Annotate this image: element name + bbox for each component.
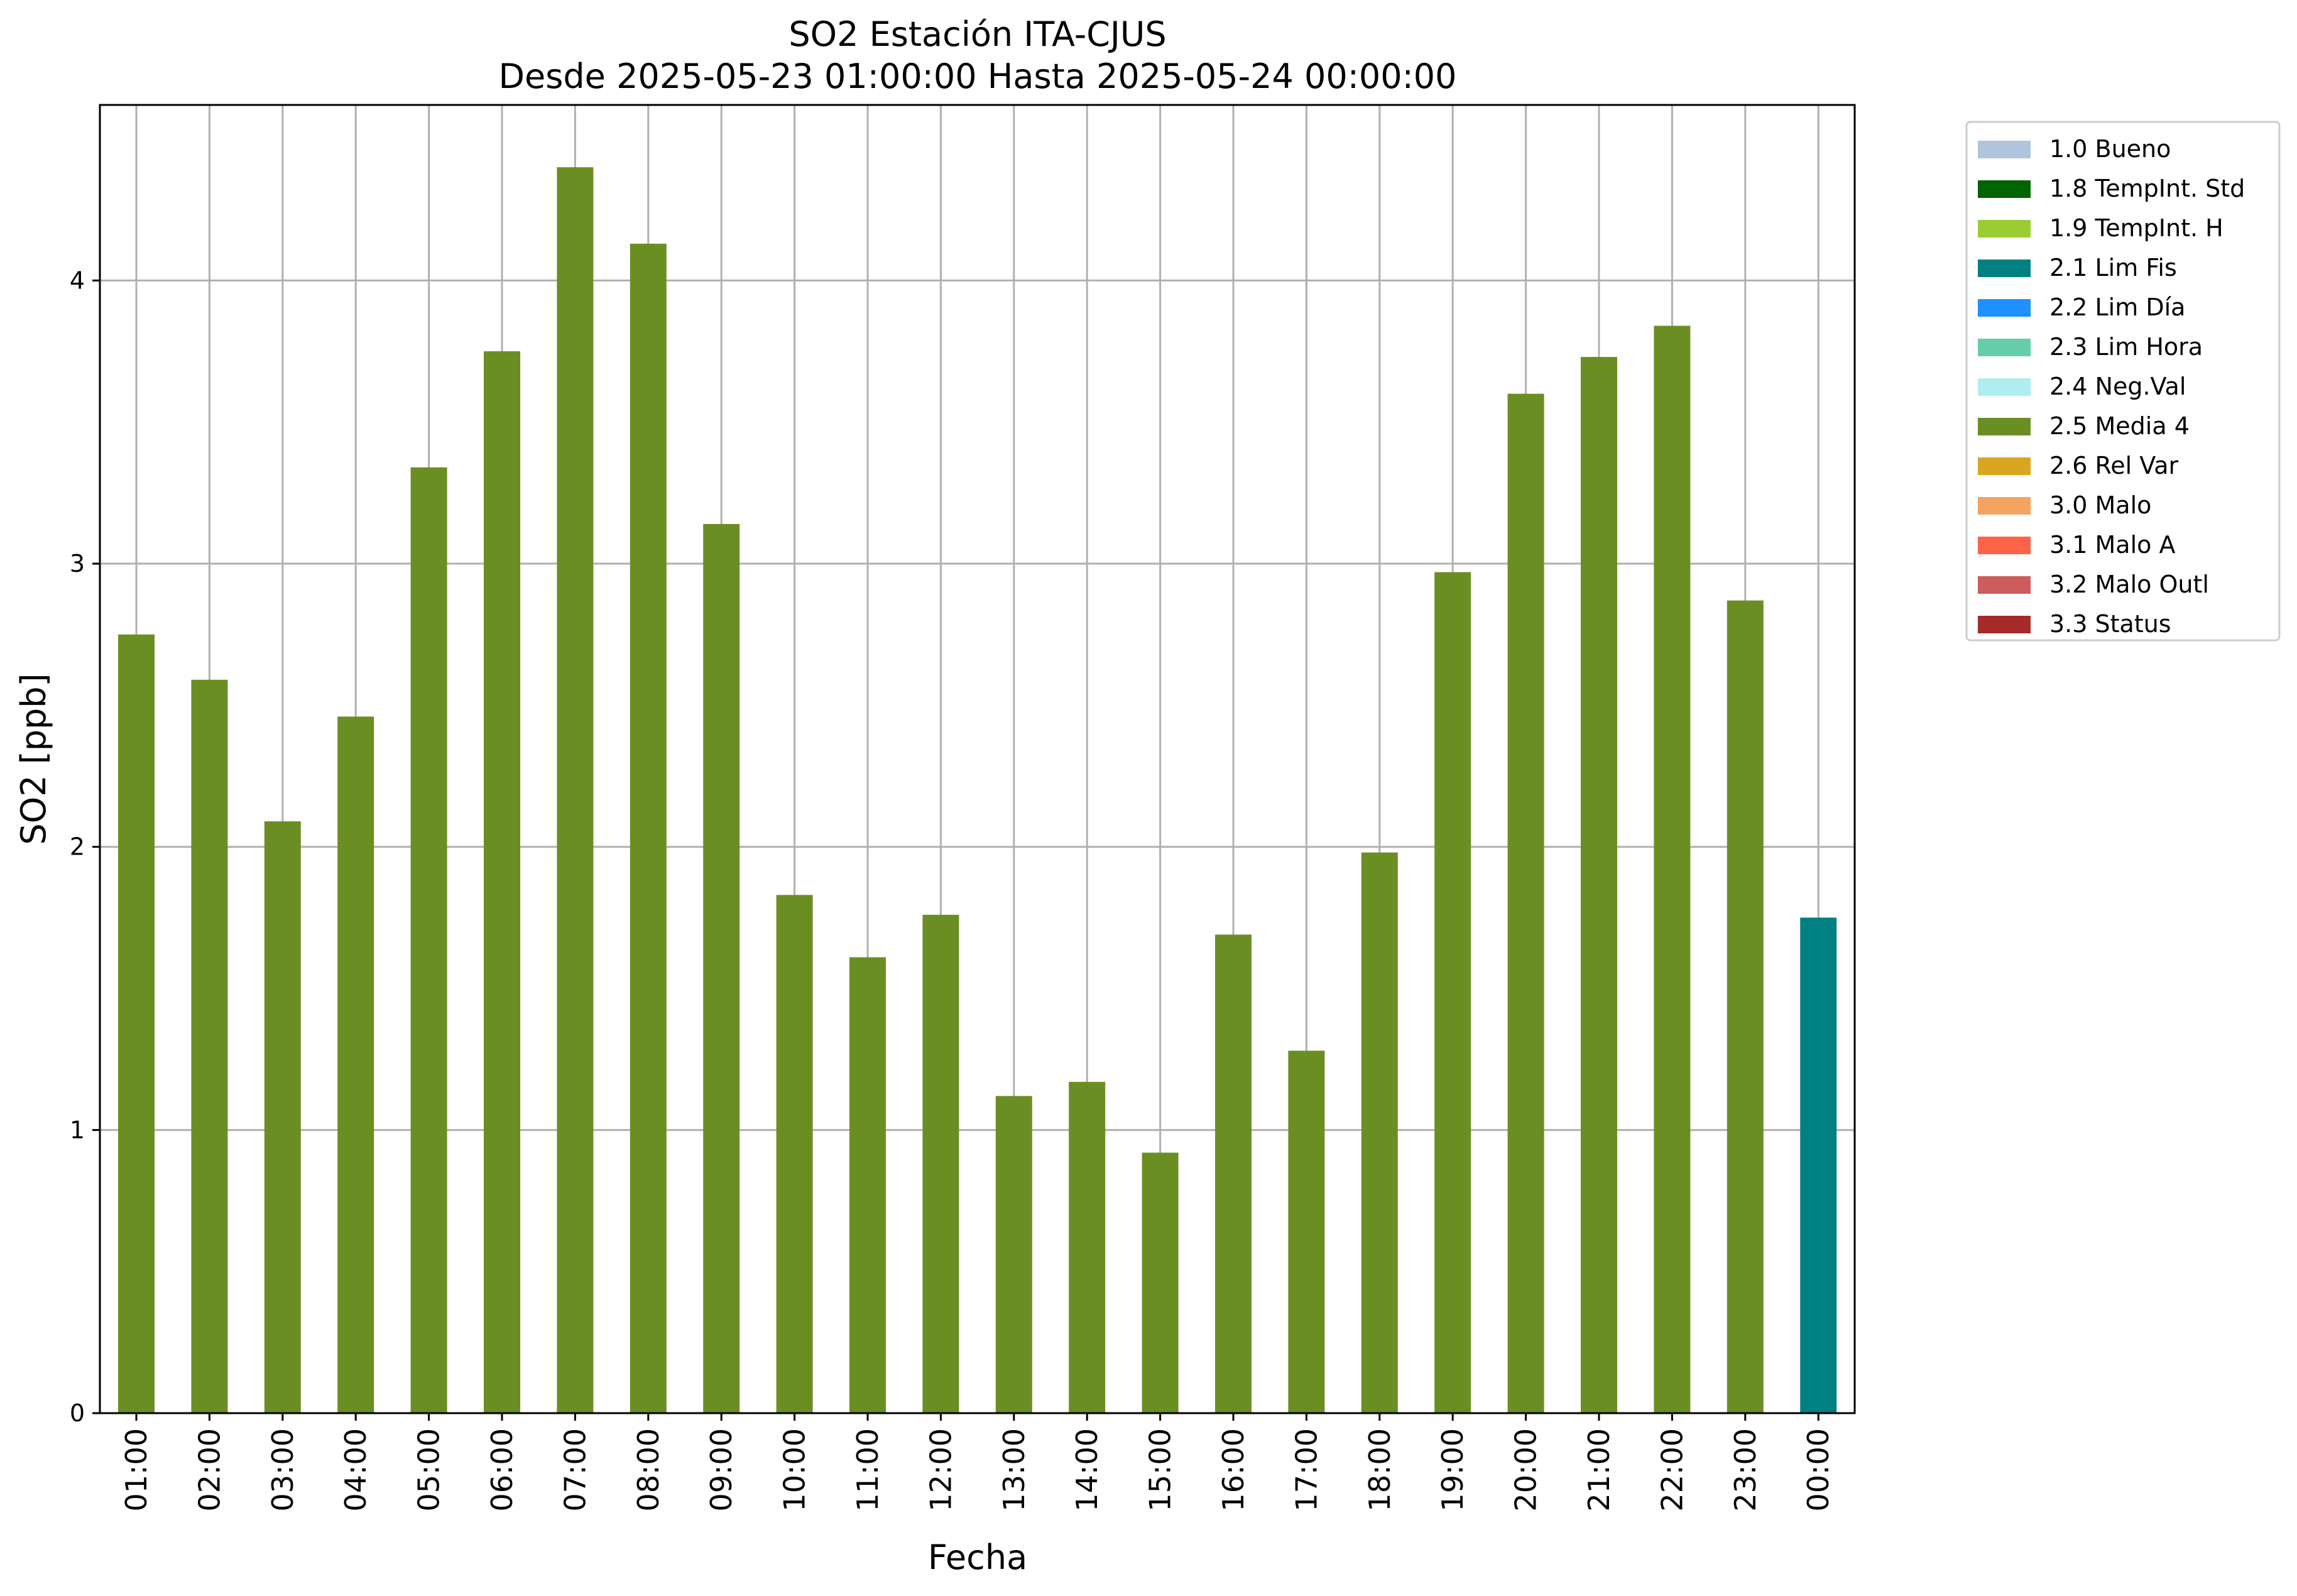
legend-swatch bbox=[1978, 576, 2031, 594]
x-tick-label: 06:00 bbox=[485, 1428, 519, 1512]
bar bbox=[1800, 917, 1837, 1413]
bar bbox=[630, 243, 667, 1414]
chart-subtitle: Desde 2025-05-23 01:00:00 Hasta 2025-05-… bbox=[498, 57, 1456, 96]
x-tick-label: 22:00 bbox=[1655, 1428, 1689, 1512]
x-tick-label: 11:00 bbox=[851, 1428, 885, 1512]
x-tick-label: 09:00 bbox=[704, 1428, 738, 1512]
bar bbox=[410, 467, 447, 1413]
x-axis: 01:00 02:00 03:00 04:00 05:00 06:00 07:00 08:00… bbox=[119, 1413, 1835, 1512]
legend-swatch bbox=[1978, 220, 2031, 238]
legend-label: 2.5 Media 4 bbox=[2049, 412, 2190, 440]
legend-swatch bbox=[1978, 497, 2031, 515]
y-axis-label: SO2 [ppb] bbox=[14, 673, 53, 844]
y-tick-label: 3 bbox=[70, 550, 85, 577]
legend-label: 2.4 Neg.Val bbox=[2049, 373, 2186, 400]
x-tick-label: 20:00 bbox=[1509, 1428, 1543, 1512]
legend-swatch bbox=[1978, 616, 2031, 633]
bar bbox=[118, 634, 155, 1413]
y-tick-label: 4 bbox=[70, 266, 85, 294]
legend-label: 3.1 Malo A bbox=[2049, 531, 2175, 559]
bar bbox=[1581, 357, 1617, 1414]
bar bbox=[1069, 1081, 1106, 1413]
x-tick-label: 08:00 bbox=[631, 1428, 665, 1512]
x-tick-label: 15:00 bbox=[1143, 1428, 1177, 1512]
legend-label: 1.0 Bueno bbox=[2049, 135, 2171, 163]
legend-label: 3.2 Malo Outl bbox=[2049, 571, 2209, 598]
x-tick-label: 21:00 bbox=[1582, 1428, 1616, 1512]
x-tick-label: 00:00 bbox=[1801, 1428, 1835, 1512]
legend-label: 3.0 Malo bbox=[2049, 491, 2151, 519]
chart-title: SO2 Estación ITA-CJUS bbox=[788, 14, 1166, 54]
bar bbox=[1215, 934, 1252, 1413]
bar bbox=[484, 351, 520, 1413]
x-tick-label: 18:00 bbox=[1363, 1428, 1397, 1512]
plot-frame bbox=[99, 104, 1856, 1414]
legend-swatch bbox=[1978, 141, 2031, 158]
legend-swatch bbox=[1978, 418, 2031, 435]
bar bbox=[1434, 572, 1471, 1413]
bar bbox=[849, 957, 886, 1413]
bar bbox=[1288, 1051, 1325, 1413]
x-tick-label: 05:00 bbox=[412, 1428, 446, 1512]
bars bbox=[118, 167, 1837, 1414]
bar bbox=[776, 895, 813, 1413]
bar bbox=[1727, 600, 1764, 1413]
bar bbox=[557, 167, 594, 1414]
bar bbox=[1361, 852, 1398, 1413]
x-tick-label: 04:00 bbox=[339, 1428, 373, 1512]
legend-label: 2.3 Lim Hora bbox=[2049, 333, 2203, 361]
bar bbox=[995, 1096, 1032, 1413]
legend-label: 2.1 Lim Fis bbox=[2049, 254, 2177, 281]
x-tick-label: 03:00 bbox=[266, 1428, 300, 1512]
x-tick-label: 16:00 bbox=[1216, 1428, 1250, 1512]
x-tick-label: 02:00 bbox=[192, 1428, 226, 1512]
legend: 1.0 Bueno 1.8 TempInt. Std 1.9 TempInt. H 2… bbox=[1965, 121, 2281, 642]
legend-swatch bbox=[1978, 299, 2031, 317]
x-tick-label: 13:00 bbox=[997, 1428, 1031, 1512]
legend-frame bbox=[1965, 121, 2281, 642]
bar bbox=[191, 679, 228, 1413]
bar bbox=[1507, 393, 1544, 1413]
x-tick-label: 23:00 bbox=[1728, 1428, 1762, 1512]
legend-label: 3.3 Status bbox=[2049, 610, 2171, 638]
y-axis: 0 1 2 3 4 bbox=[70, 266, 100, 1427]
y-tick-label: 1 bbox=[70, 1116, 85, 1144]
legend-swatch bbox=[1978, 378, 2031, 396]
bar bbox=[1654, 325, 1691, 1413]
bar bbox=[1142, 1152, 1179, 1413]
bar bbox=[337, 716, 374, 1413]
legend-swatch bbox=[1978, 339, 2031, 356]
legend-label: 2.6 Rel Var bbox=[2049, 452, 2179, 479]
y-tick-label: 0 bbox=[70, 1399, 85, 1427]
x-tick-label: 07:00 bbox=[558, 1428, 592, 1512]
bar bbox=[264, 821, 301, 1413]
x-tick-label: 01:00 bbox=[119, 1428, 153, 1512]
x-tick-label: 14:00 bbox=[1070, 1428, 1104, 1512]
legend-swatch bbox=[1978, 180, 2031, 198]
x-tick-label: 10:00 bbox=[778, 1428, 812, 1512]
legend-swatch bbox=[1978, 537, 2031, 554]
legend-label: 1.9 TempInt. H bbox=[2049, 214, 2223, 242]
y-tick-label: 2 bbox=[70, 833, 85, 861]
legend-swatch bbox=[1978, 457, 2031, 475]
legend-swatch bbox=[1978, 260, 2031, 277]
legend-label: 2.2 Lim Día bbox=[2049, 293, 2185, 321]
x-tick-label: 17:00 bbox=[1289, 1428, 1323, 1512]
x-tick-label: 12:00 bbox=[924, 1428, 958, 1512]
legend-label: 1.8 TempInt. Std bbox=[2049, 175, 2245, 202]
bar bbox=[703, 523, 740, 1413]
bar bbox=[922, 914, 959, 1413]
x-axis-label: Fecha bbox=[928, 1538, 1027, 1577]
x-tick-label: 19:00 bbox=[1436, 1428, 1470, 1512]
